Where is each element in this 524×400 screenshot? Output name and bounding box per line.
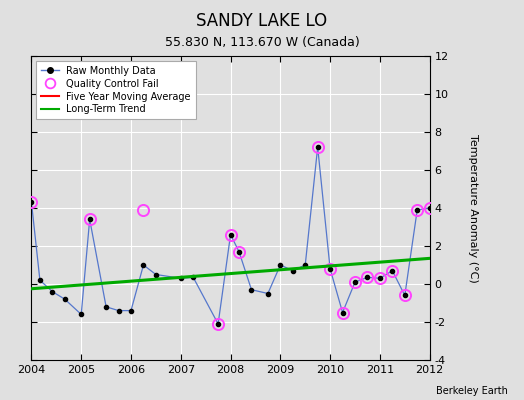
- Legend: Raw Monthly Data, Quality Control Fail, Five Year Moving Average, Long-Term Tren: Raw Monthly Data, Quality Control Fail, …: [36, 61, 196, 119]
- Text: SANDY LAKE LO: SANDY LAKE LO: [196, 12, 328, 30]
- Y-axis label: Temperature Anomaly (°C): Temperature Anomaly (°C): [468, 134, 478, 282]
- Text: Berkeley Earth: Berkeley Earth: [436, 386, 508, 396]
- Text: 55.830 N, 113.670 W (Canada): 55.830 N, 113.670 W (Canada): [165, 36, 359, 49]
